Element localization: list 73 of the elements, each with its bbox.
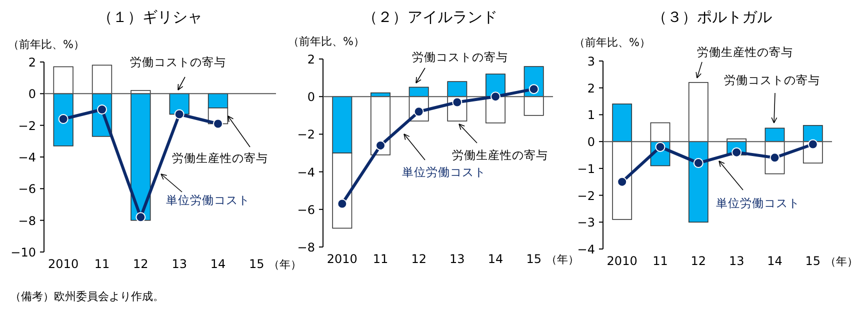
point	[528, 84, 539, 94]
y-tick-label: 0	[307, 90, 315, 104]
text: 労働コストの寄与	[130, 55, 226, 69]
point	[693, 158, 704, 168]
x-axis-title: （年）	[824, 255, 858, 268]
point	[452, 97, 462, 108]
point	[655, 142, 666, 152]
y-tick-label: 0	[587, 135, 595, 150]
x-tick-label: 15	[249, 257, 264, 271]
x-tick-label: 14	[488, 252, 504, 266]
x-tick-label: 13	[172, 257, 187, 271]
y-tick-label: −10	[10, 246, 36, 260]
text: 労働生産性の寄与	[452, 148, 548, 162]
point	[174, 109, 184, 120]
y-tick-label: −3	[577, 216, 595, 230]
point	[376, 140, 386, 150]
bar	[130, 93, 151, 221]
text: 労働生産性の寄与	[697, 45, 793, 59]
y-tick-label: −2	[18, 118, 36, 133]
point	[808, 139, 818, 150]
x-tick-label: 2010	[606, 254, 638, 268]
point	[617, 176, 628, 187]
y-tick-label: −8	[18, 214, 36, 228]
chart-title: （２）アイルランド	[362, 8, 498, 26]
x-tick-label: 2010	[48, 257, 79, 271]
y-axis-title: （前年比、%）	[288, 35, 364, 48]
y-tick-label: 1	[587, 108, 595, 122]
x-tick-label: 12	[133, 257, 148, 271]
y-tick-label: 0	[28, 87, 36, 102]
y-tick-label: −2	[297, 128, 315, 142]
y-tick-label: −6	[18, 182, 36, 196]
y-tick-label: 3	[587, 54, 595, 68]
text: （備考）欧州委員会より作成。	[10, 290, 164, 303]
series-label: 単位労働コスト	[166, 193, 250, 207]
text: 単位労働コスト	[716, 196, 800, 210]
y-tick-label: −4	[297, 165, 315, 180]
chart-title: （３）ポルトガル	[652, 8, 772, 26]
y-axis-title: （前年比、%）	[8, 38, 84, 51]
text: 労働コストの寄与	[724, 73, 820, 87]
x-tick-label: 15	[526, 252, 542, 266]
text: 単位労働コスト	[402, 165, 486, 179]
point	[136, 212, 146, 222]
point	[490, 92, 500, 102]
point	[58, 114, 68, 124]
x-tick-label: 11	[652, 254, 668, 268]
y-tick-label: −8	[297, 240, 315, 254]
y-tick-label: −2	[577, 188, 595, 203]
y-tick-label: −4	[577, 242, 595, 256]
x-tick-label: 15	[805, 254, 821, 268]
y-tick-label: 2	[587, 81, 595, 96]
x-tick-label: 14	[767, 254, 782, 268]
chart-title: （１）ギリシャ	[98, 8, 202, 26]
y-tick-label: 2	[28, 56, 36, 70]
x-tick-label: 2010	[326, 252, 358, 266]
x-tick-label: 11	[372, 252, 388, 266]
x-axis-title: （年）	[268, 258, 302, 271]
x-tick-label: 11	[94, 257, 110, 271]
x-tick-label: 13	[728, 254, 744, 268]
point	[213, 118, 223, 129]
point	[97, 104, 107, 114]
y-tick-label: −6	[297, 202, 315, 217]
text: 労働生産性の寄与	[172, 151, 268, 165]
series-label: 労働コストの寄与	[412, 50, 508, 64]
x-tick-label: 13	[450, 252, 465, 266]
y-axis-title: （前年比、%）	[574, 36, 650, 49]
y-tick-label: −1	[577, 162, 595, 176]
x-tick-label: 14	[210, 257, 226, 271]
y-tick-label: −4	[18, 150, 36, 164]
point	[337, 198, 348, 209]
y-tick-label: 2	[307, 52, 315, 66]
x-tick-label: 12	[411, 252, 426, 266]
x-axis-title: （年）	[546, 253, 579, 266]
x-tick-label: 12	[690, 254, 706, 268]
